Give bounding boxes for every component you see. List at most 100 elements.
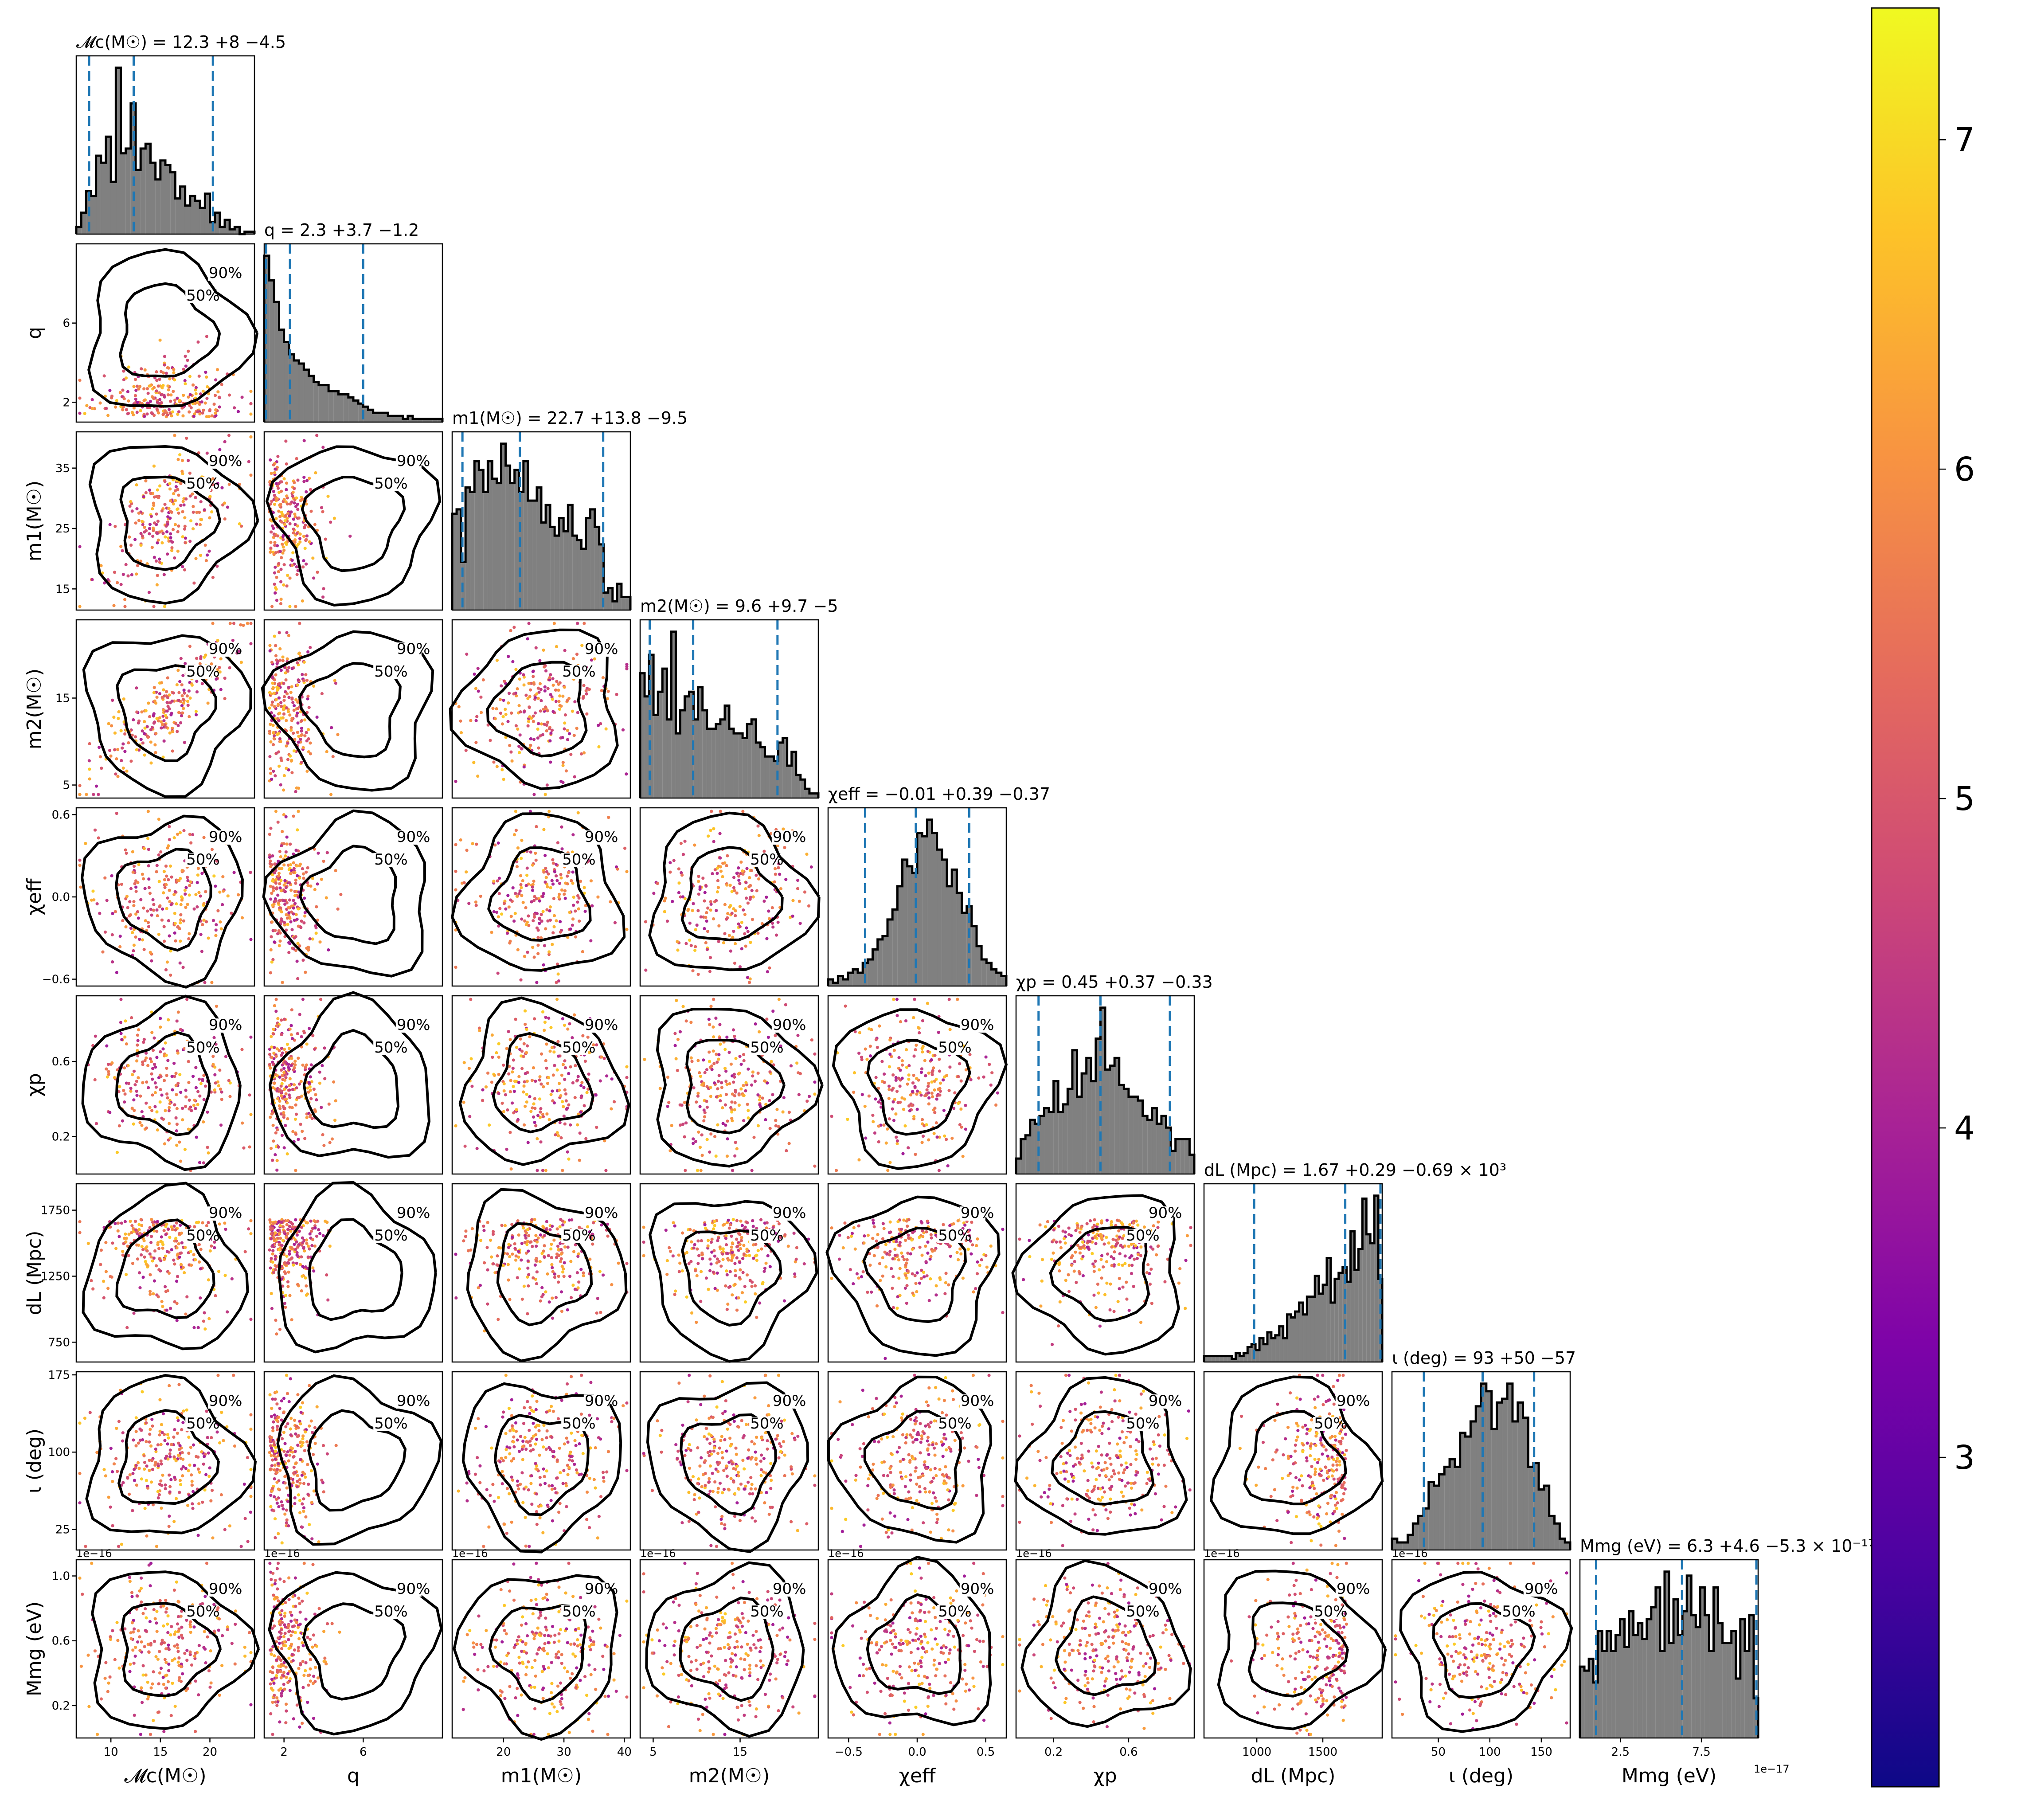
scatter-point: [162, 719, 166, 723]
scatter-point: [702, 1058, 705, 1062]
scatter-point: [207, 415, 211, 419]
scatter-point: [892, 1049, 896, 1052]
scatter-point: [926, 1049, 930, 1053]
scatter-point: [130, 573, 133, 577]
scatter-point: [530, 716, 533, 720]
scatter-point: [303, 734, 307, 738]
scatter-point: [293, 540, 297, 544]
scatter-point: [173, 489, 177, 493]
scatter-point: [247, 1227, 250, 1231]
scatter-point: [864, 1136, 868, 1140]
scatter-point: [156, 914, 159, 918]
scatter-point: [279, 568, 283, 571]
scatter-point: [272, 691, 276, 695]
scatter-point: [298, 622, 301, 625]
scatter-point: [703, 1071, 707, 1074]
scatter-point: [305, 1293, 308, 1297]
scatter-point: [285, 481, 289, 485]
scatter-point: [113, 571, 117, 574]
hist-bar: [649, 654, 654, 798]
scatter-point: [242, 1146, 246, 1150]
scatter-point: [148, 527, 151, 530]
scatter-point: [279, 1018, 283, 1022]
scatter-point: [511, 660, 515, 664]
panel-frame: [75, 243, 255, 423]
scatter-point: [221, 875, 225, 879]
scatter-point: [756, 932, 760, 935]
scatter-point: [567, 732, 571, 736]
scatter-point: [177, 1242, 180, 1245]
scatter-point: [172, 371, 176, 375]
scatter-point: [625, 1076, 629, 1079]
scatter-point: [551, 931, 555, 935]
scatter-point: [273, 1081, 276, 1085]
scatter-point: [683, 1135, 686, 1139]
scatter-point: [228, 1095, 232, 1098]
scatter-point: [297, 810, 300, 813]
scatter-point: [176, 549, 180, 553]
scatter-point: [698, 1105, 702, 1108]
hist-bar: [1651, 1607, 1656, 1738]
scatter-point: [302, 475, 306, 479]
scatter-point: [545, 1042, 548, 1046]
scatter-point: [127, 399, 130, 403]
scatter-point: [272, 1028, 275, 1031]
scatter-point: [708, 1060, 711, 1063]
scatter-point: [150, 1031, 154, 1034]
scatter-point: [188, 696, 192, 700]
scatter-point: [539, 1299, 542, 1303]
scatter-point: [542, 963, 545, 967]
scatter-point: [846, 1118, 849, 1121]
scatter-point: [181, 1107, 184, 1110]
scatter-point: [507, 1072, 511, 1076]
scatter-point: [298, 532, 302, 536]
scatter-point: [301, 1274, 304, 1278]
scatter-point: [212, 874, 216, 878]
scatter-point: [712, 840, 715, 843]
scatter-point: [106, 414, 110, 417]
scatter-point: [948, 1065, 952, 1069]
scatter-point: [912, 1073, 915, 1077]
scatter-point: [313, 888, 317, 892]
scatter-point: [162, 870, 166, 873]
scatter-point: [320, 506, 324, 509]
scatter-point: [274, 654, 278, 658]
scatter-point: [552, 914, 556, 917]
scatter-point: [114, 1247, 118, 1250]
scatter-point: [271, 879, 274, 883]
scatter-point: [692, 1137, 695, 1141]
scatter-point: [171, 749, 174, 753]
scatter-point: [703, 927, 706, 931]
scatter-panel-q-dl: 50%90%: [263, 1181, 443, 1363]
scatter-point: [289, 690, 293, 694]
scatter-point: [532, 919, 535, 923]
scatter-point: [271, 1222, 275, 1225]
scatter-point: [561, 1063, 565, 1066]
scatter-point: [499, 712, 503, 715]
scatter-point: [684, 1121, 688, 1125]
scatter-point: [137, 1228, 141, 1232]
scatter-point: [787, 1142, 791, 1145]
scatter-point: [177, 879, 181, 883]
hist-bar: [1147, 1119, 1152, 1174]
hist-bar: [689, 692, 694, 798]
scatter-point: [732, 876, 736, 879]
scatter-point: [684, 1169, 687, 1172]
scatter-point: [533, 1097, 536, 1100]
scatter-point: [147, 886, 151, 889]
scatter-point: [336, 907, 340, 911]
scatter-point: [313, 523, 317, 526]
hist-bar: [702, 710, 707, 798]
scatter-panel-mc-chi_p: 50%90%: [75, 994, 255, 1175]
scatter-point: [159, 1050, 162, 1053]
scatter-point: [166, 1096, 169, 1100]
scatter-point: [163, 409, 167, 413]
scatter-point: [189, 519, 193, 523]
scatter-point: [297, 1096, 300, 1100]
scatter-point: [582, 1104, 586, 1108]
scatter-point: [217, 1084, 221, 1088]
hist-bar: [363, 407, 368, 422]
scatter-point: [497, 1042, 500, 1045]
scatter-point: [173, 1262, 176, 1266]
scatter-point: [176, 925, 180, 928]
